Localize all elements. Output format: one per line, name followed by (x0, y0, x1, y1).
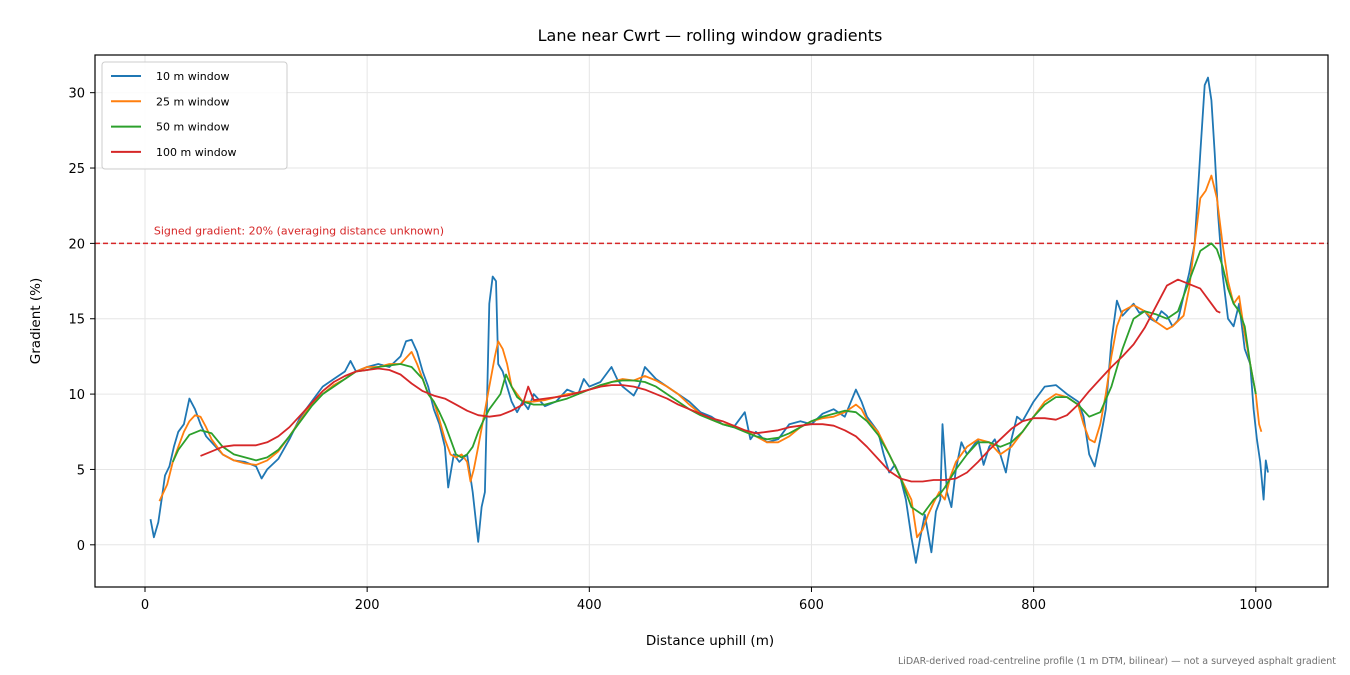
x-tick-label: 0 (141, 598, 149, 613)
series-line-10-m-window (149, 76, 1269, 564)
legend-label: 10 m window (156, 70, 229, 83)
legend-label: 25 m window (156, 95, 229, 108)
y-tick-label: 25 (68, 162, 85, 177)
legend-label: 100 m window (156, 146, 236, 159)
plot-frame (94, 54, 1329, 588)
chart-title: Lane near Cwrt — rolling window gradient… (538, 26, 883, 45)
y-tick-label: 5 (77, 463, 85, 478)
y-tick-label: 10 (68, 388, 85, 403)
y-axis-ticks: 0 5 10 15 20 25 30 (68, 87, 95, 554)
legend-box (101, 61, 288, 170)
x-tick-label: 600 (799, 598, 824, 613)
signed-gradient-label: Signed gradient: 20% (averaging distance… (154, 224, 444, 237)
series-line-100-m-window (200, 278, 1221, 483)
x-axis-label: Distance uphill (m) (646, 633, 774, 649)
grid (95, 55, 1328, 587)
footnote: LiDAR-derived road-centreline profile (1… (898, 656, 1336, 667)
y-tick-label: 20 (68, 237, 85, 252)
y-tick-label: 30 (68, 87, 85, 102)
reference-line-group: Signed gradient: 20% (averaging distance… (95, 224, 1328, 245)
legend-label: 50 m window (156, 121, 229, 134)
legend: 10 m window 25 m window 50 m window 100 m w… (101, 61, 288, 170)
x-tick-label: 1000 (1239, 598, 1272, 613)
y-tick-label: 15 (68, 313, 85, 328)
y-axis-label: Gradient (%) (28, 278, 44, 364)
x-axis-ticks: 0 200 400 600 800 1000 (141, 587, 1272, 613)
x-tick-label: 200 (355, 598, 380, 613)
x-tick-label: 400 (577, 598, 602, 613)
series-group (149, 76, 1269, 564)
x-tick-label: 800 (1021, 598, 1046, 613)
y-tick-label: 0 (77, 539, 85, 554)
